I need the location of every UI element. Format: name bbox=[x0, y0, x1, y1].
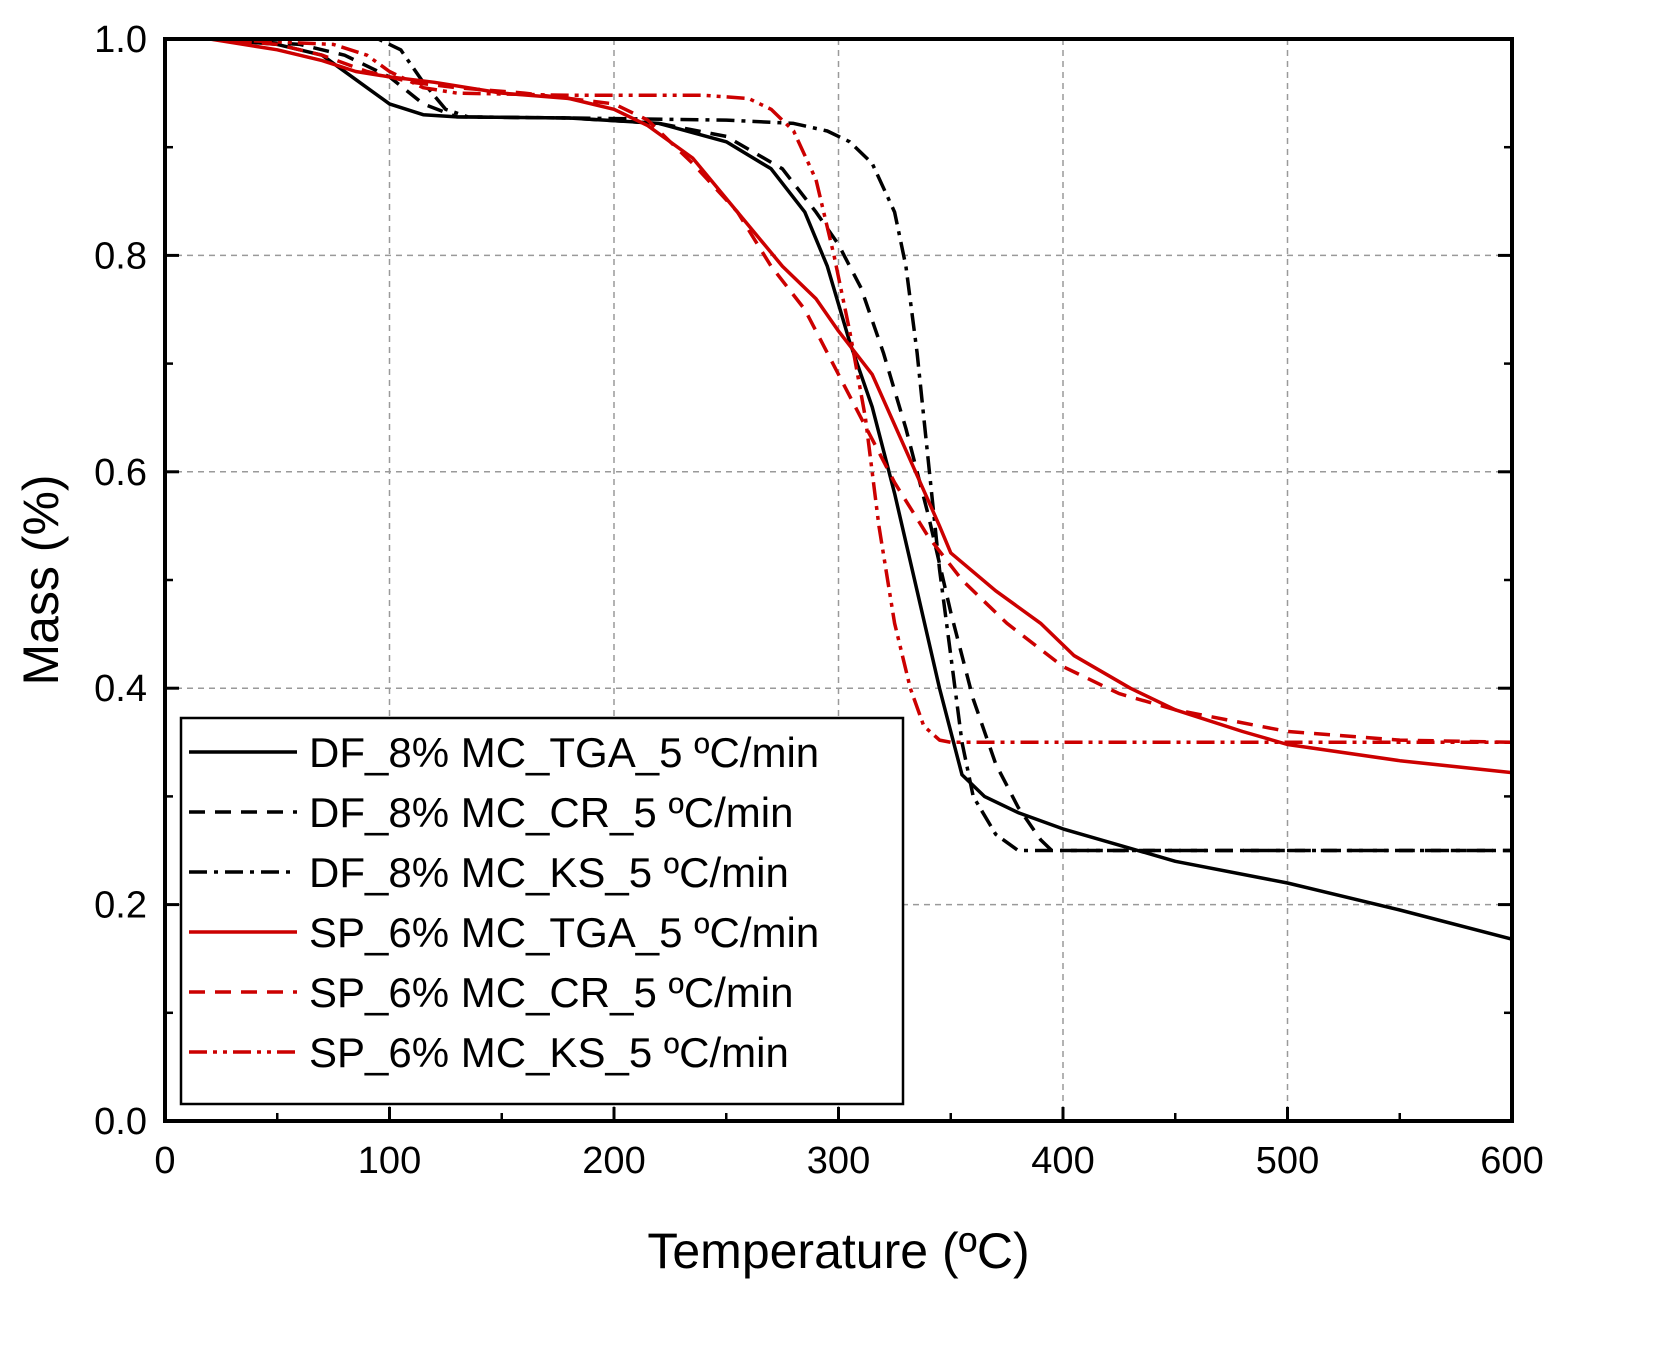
x-tick-label: 200 bbox=[582, 1140, 645, 1182]
legend-label: DF_8% MC_CR_5 ºC/min bbox=[309, 789, 793, 836]
plot-series bbox=[209, 39, 1512, 941]
x-tick-labels: 0 100 200 300 400 500 600 bbox=[154, 1140, 1543, 1182]
x-tick-label: 500 bbox=[1256, 1140, 1319, 1182]
legend-label: DF_8% MC_KS_5 ºC/min bbox=[309, 849, 789, 896]
series-line-5 bbox=[209, 39, 1512, 745]
legend-label: DF_8% MC_TGA_5 ºC/min bbox=[309, 729, 819, 776]
grid-lines bbox=[165, 39, 1512, 1121]
series-lines bbox=[209, 39, 1512, 941]
y-tick-label: 0.2 bbox=[94, 885, 147, 927]
series-line-3 bbox=[209, 39, 1512, 853]
x-tick-label: 0 bbox=[154, 1140, 175, 1182]
axis-ticks bbox=[163, 37, 1514, 1123]
x-tick-label: 100 bbox=[358, 1140, 421, 1182]
legend-label: SP_6% MC_KS_5 ºC/min bbox=[309, 1029, 789, 1076]
legend-label: SP_6% MC_TGA_5 ºC/min bbox=[309, 909, 819, 956]
series-line-6 bbox=[209, 39, 1512, 745]
x-tick-label: 600 bbox=[1480, 1140, 1543, 1182]
y-tick-labels: 0.0 0.2 0.4 0.6 0.8 1.0 bbox=[94, 19, 147, 1143]
series-line-4 bbox=[209, 39, 1512, 775]
x-tick-label: 400 bbox=[1031, 1140, 1094, 1182]
y-axis-title: Mass (%) bbox=[13, 474, 69, 685]
series-line-2 bbox=[209, 39, 1512, 853]
y-tick-label: 0.6 bbox=[94, 452, 147, 494]
x-tick-label: 300 bbox=[807, 1140, 870, 1182]
x-axis-title: Temperature (ºC) bbox=[647, 1223, 1029, 1279]
legend-box bbox=[179, 716, 905, 1106]
y-tick-label: 0.0 bbox=[94, 1101, 147, 1143]
legend: DF_8% MC_TGA_5 ºC/min DF_8% MC_CR_5 ºC/mi… bbox=[179, 716, 905, 1106]
series-line-1 bbox=[209, 39, 1512, 941]
legend-label: SP_6% MC_CR_5 ºC/min bbox=[309, 969, 794, 1016]
y-tick-label: 1.0 bbox=[94, 19, 147, 61]
y-tick-label: 0.4 bbox=[94, 668, 147, 710]
y-tick-label: 0.8 bbox=[94, 235, 147, 277]
